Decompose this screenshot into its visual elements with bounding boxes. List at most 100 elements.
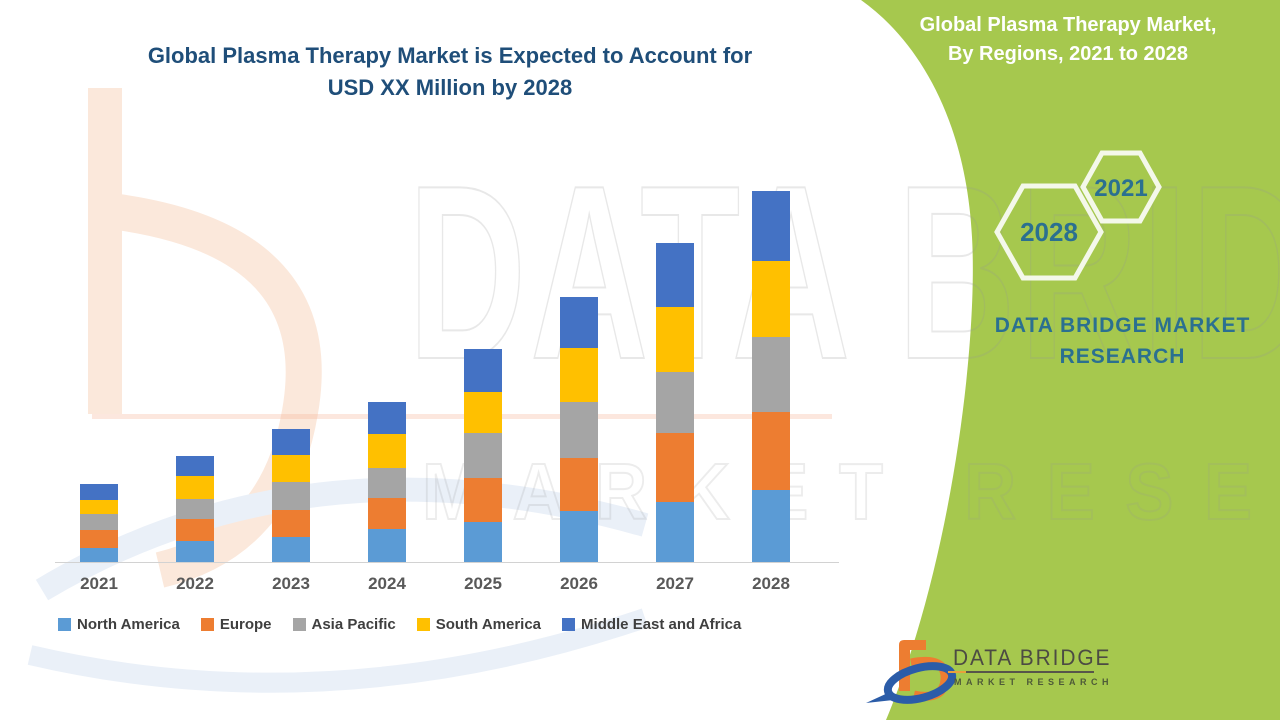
chart-title-line2: USD XX Million by 2028 — [327, 75, 573, 100]
legend-swatch — [292, 618, 306, 631]
logo-b-icon-stem — [899, 640, 926, 691]
side-panel-shape — [861, 0, 1280, 720]
bar-segment-2023 — [272, 455, 310, 482]
x-axis-label-2023: 2023 — [272, 574, 310, 593]
bar-segment-2023 — [272, 510, 310, 537]
hexagon-2028 — [994, 183, 1104, 281]
bar-2026 — [560, 297, 598, 562]
footer-logo-name: DATA BRIDGE — [953, 645, 1112, 670]
bar-segment-2024 — [368, 434, 406, 468]
bar-segment-2024 — [368, 529, 406, 562]
bar-segment-2028 — [752, 337, 790, 412]
legend-swatch — [58, 618, 71, 631]
bar-segment-2027 — [656, 502, 694, 562]
legend-item: Asia Pacific — [292, 616, 396, 633]
bar-segment-2022 — [176, 476, 214, 499]
footer-logo-subtitle: MARKET RESEARCH — [954, 677, 1114, 687]
bar-segment-2023 — [272, 537, 310, 562]
bar-segment-2025 — [464, 522, 502, 562]
bar-segment-2022 — [176, 456, 214, 476]
watermark-swoosh-top — [35, 477, 649, 601]
bar-segment-2026 — [560, 402, 598, 458]
bar-segment-2028 — [752, 490, 790, 562]
bar-segment-2022 — [176, 541, 214, 562]
bar-segment-2024 — [368, 402, 406, 434]
bar-2021 — [80, 484, 118, 562]
logo-d-swoosh — [883, 662, 957, 704]
bar-segment-2027 — [656, 433, 694, 502]
bar-2023 — [272, 429, 310, 562]
x-axis-labels: 2021 2022 2023 2024 2025 2026 2027 2028 — [55, 574, 839, 600]
legend-swatch — [416, 618, 430, 631]
legend-label: Europe — [219, 616, 272, 633]
legend-item: South America — [416, 616, 542, 633]
bar-segment-2022 — [176, 519, 214, 541]
bar-segment-2025 — [464, 433, 502, 478]
bar-segment-2024 — [368, 498, 406, 529]
bar-2024 — [368, 402, 406, 562]
chart-legend: North America Europe Asia Pacific South Ame… — [58, 616, 858, 633]
bar-segment-2021 — [80, 484, 118, 500]
legend-item: North America — [58, 616, 180, 633]
side-panel-title: Global Plasma Therapy Market, By Regions… — [873, 11, 1263, 69]
bar-2025 — [464, 349, 502, 562]
legend-label: Middle East and Africa — [581, 616, 742, 633]
chart-title: Global Plasma Therapy Market is Expected… — [40, 40, 860, 104]
bar-segment-2021 — [80, 514, 118, 530]
bar-segment-2025 — [464, 478, 502, 522]
bar-segment-2027 — [656, 307, 694, 372]
hexagon-2028-label: 2028 — [1020, 217, 1078, 247]
bar-2028 — [752, 191, 790, 562]
x-axis-label-2022: 2022 — [176, 574, 214, 593]
x-axis-label-2025: 2025 — [464, 574, 502, 593]
legend-label: South America — [435, 616, 542, 633]
legend-swatch — [200, 618, 214, 631]
logo-swoosh-tail — [866, 692, 893, 703]
chart-title-line1: Global Plasma Therapy Market is Expected… — [147, 43, 753, 68]
x-axis-label-2027: 2027 — [656, 574, 694, 593]
bar-segment-2021 — [80, 530, 118, 548]
legend-swatch — [562, 618, 576, 631]
bar-segment-2027 — [656, 372, 694, 433]
x-axis-label-2026: 2026 — [560, 574, 598, 593]
bar-segment-2026 — [560, 458, 598, 511]
bar-segment-2025 — [464, 349, 502, 392]
x-axis-label-2021: 2021 — [80, 574, 118, 593]
bar-segment-2026 — [560, 348, 598, 402]
bar-segment-2023 — [272, 482, 310, 510]
side-panel-brand-text: DATA BRIDGE MARKET RESEARCH — [955, 310, 1280, 372]
bar-chart-plot-area — [55, 0, 839, 563]
legend-item: Europe — [200, 616, 272, 633]
bar-segment-2026 — [560, 511, 598, 562]
bar-segment-2028 — [752, 261, 790, 337]
legend-label: North America — [77, 616, 180, 633]
bar-2027 — [656, 243, 694, 562]
watermark-logo-bowl — [115, 194, 322, 588]
bar-2022 — [176, 456, 214, 562]
side-panel-title-line2: By Regions, 2021 to 2028 — [947, 43, 1189, 65]
legend-label: Asia Pacific — [311, 616, 396, 633]
brand-line2: RESEARCH — [1059, 345, 1186, 368]
watermark-logo-stem — [88, 88, 122, 414]
x-axis-label-2028: 2028 — [752, 574, 790, 593]
bar-segment-2028 — [752, 412, 790, 490]
brand-line1: DATA BRIDGE MARKET — [994, 314, 1251, 337]
bar-segment-2027 — [656, 243, 694, 307]
bar-segment-2024 — [368, 468, 406, 498]
bar-segment-2021 — [80, 548, 118, 562]
bar-segment-2021 — [80, 500, 118, 514]
footer-logo-underline — [948, 671, 1094, 673]
bar-segment-2023 — [272, 429, 310, 455]
side-panel-title-line1: Global Plasma Therapy Market, — [919, 14, 1217, 36]
bar-segment-2022 — [176, 499, 214, 519]
bar-segment-2026 — [560, 297, 598, 348]
bar-segment-2028 — [752, 191, 790, 261]
watermark-swoosh-bottom — [27, 608, 649, 693]
legend-item: Middle East and Africa — [562, 616, 741, 633]
hexagon-2021 — [1080, 150, 1162, 224]
x-axis-label-2024: 2024 — [368, 574, 406, 593]
